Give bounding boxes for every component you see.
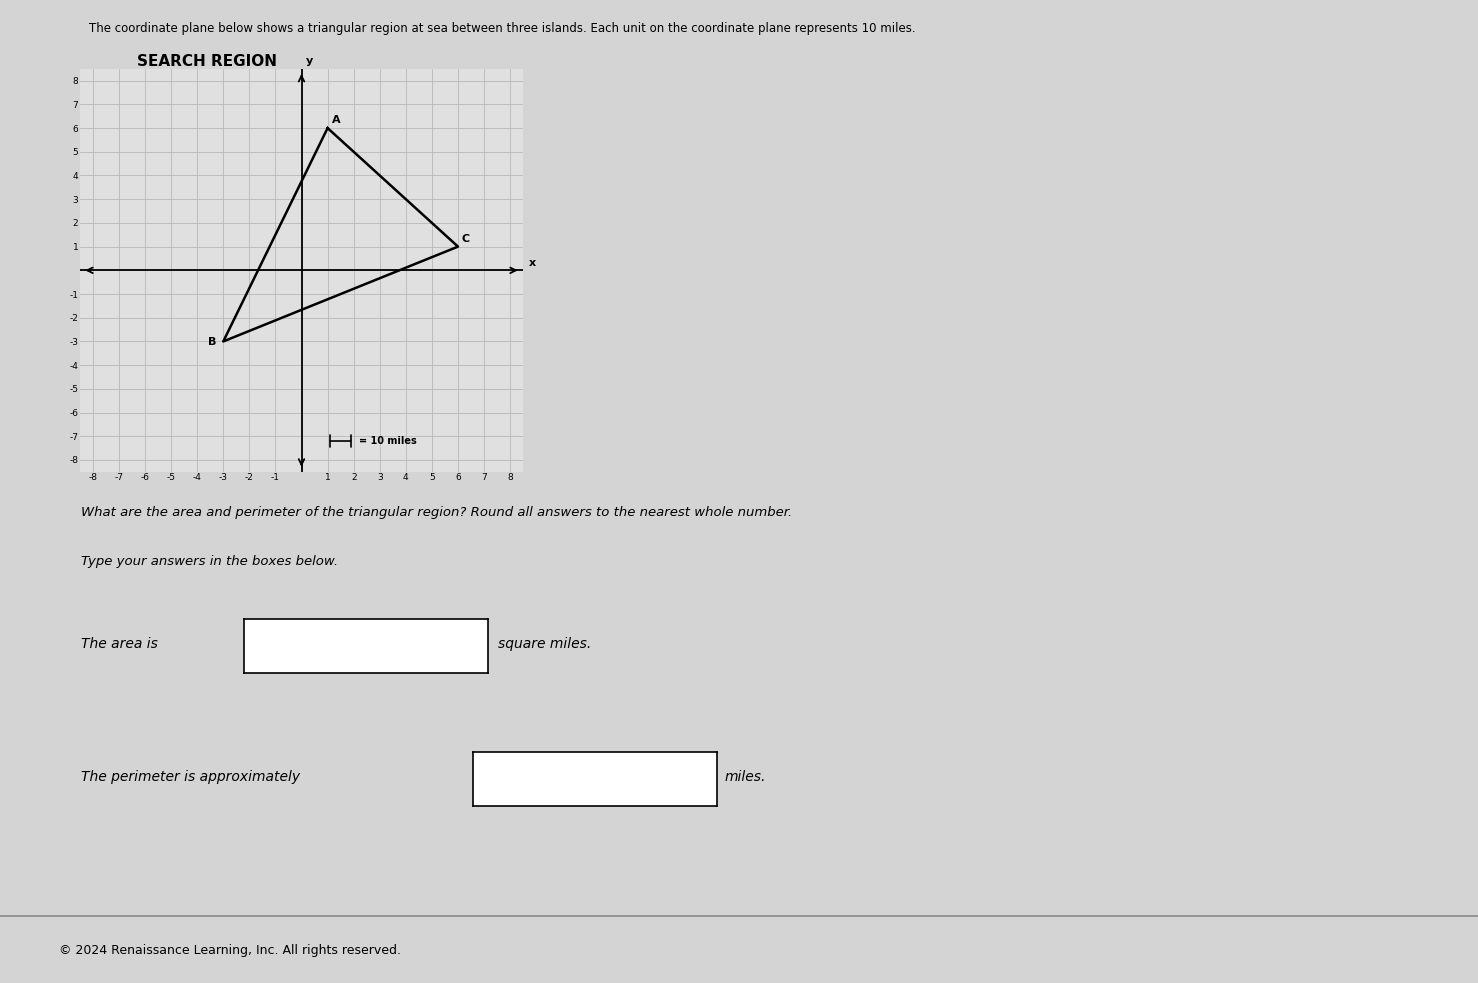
Text: The perimeter is approximately: The perimeter is approximately xyxy=(81,770,300,783)
Text: SEARCH REGION: SEARCH REGION xyxy=(137,54,276,69)
Text: A: A xyxy=(331,115,340,125)
Text: B: B xyxy=(207,337,216,347)
Text: The area is: The area is xyxy=(81,637,158,651)
Text: © 2024 Renaissance Learning, Inc. All rights reserved.: © 2024 Renaissance Learning, Inc. All ri… xyxy=(59,944,401,956)
Text: Type your answers in the boxes below.: Type your answers in the boxes below. xyxy=(81,555,338,568)
Text: The coordinate plane below shows a triangular region at sea between three island: The coordinate plane below shows a trian… xyxy=(89,22,915,34)
Text: square miles.: square miles. xyxy=(498,637,591,651)
Text: What are the area and perimeter of the triangular region? Round all answers to t: What are the area and perimeter of the t… xyxy=(81,506,792,519)
Text: miles.: miles. xyxy=(724,770,766,783)
Text: x: x xyxy=(529,259,535,268)
Text: C: C xyxy=(463,234,470,244)
Text: = 10 miles: = 10 miles xyxy=(359,436,417,446)
Text: y: y xyxy=(306,56,313,67)
